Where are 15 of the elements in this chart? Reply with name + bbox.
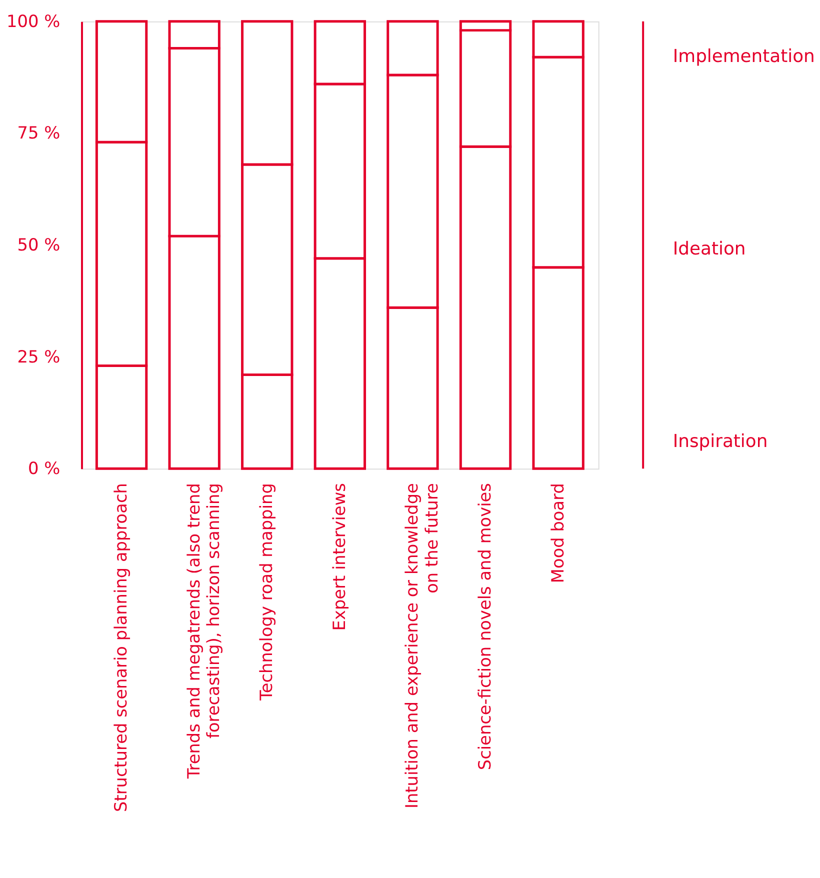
x-tick-label: Technology road mapping [256,483,276,702]
x-tick-label: Science-fiction novels and movies [474,483,494,770]
y-tick-label: 100 % [6,10,60,31]
text: Implementation [672,46,815,68]
x-tick-label: Trends and megatrends (also trend forecasting), horizon scanning [183,483,224,780]
y-tick-label: 0 % [28,458,60,478]
x-tick-label: Structured scenario planning approach [110,483,131,812]
x-tick-label: Intuition and experience or knowledge on the future [402,483,442,809]
text: Inspiration [672,430,768,452]
y-tick-label: 50 % [17,234,60,254]
x-tick-label: Expert interviews [328,483,349,631]
x-tick-label: Mood board [547,483,568,584]
text: Ideation [672,238,746,260]
y-tick-label: 75 % [17,122,60,143]
y-tick-label: 25 % [17,346,60,366]
